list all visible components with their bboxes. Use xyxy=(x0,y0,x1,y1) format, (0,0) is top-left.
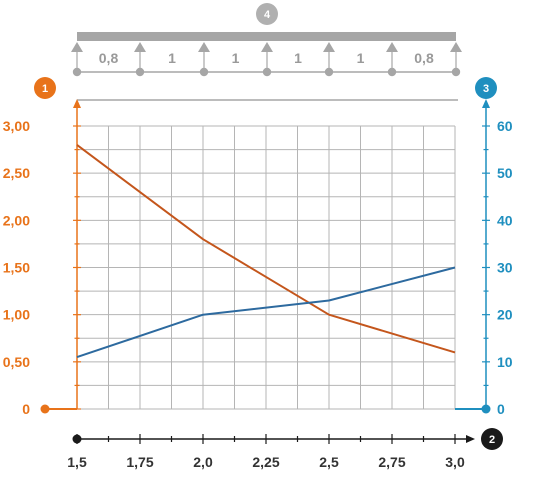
x-tick-label: 2,0 xyxy=(193,454,213,470)
span-length-label: 1 xyxy=(357,50,365,66)
x-tick-label: 1,75 xyxy=(126,454,153,470)
y-right-tick-label: 0 xyxy=(497,401,505,417)
span-length-label: 1 xyxy=(294,50,302,66)
y-left-tick-label: 2,00 xyxy=(3,212,30,228)
support-triangle xyxy=(198,42,210,52)
span-length-label: 1 xyxy=(168,50,176,66)
x-tick-label: 2,5 xyxy=(319,454,339,470)
support-triangle xyxy=(323,42,335,52)
support-node xyxy=(452,68,460,76)
support-triangle xyxy=(386,42,398,52)
support-triangle xyxy=(450,42,462,52)
beam-diagram: 0,8 1 1 1 1 0,8 xyxy=(71,32,462,100)
support-triangle xyxy=(134,42,146,52)
span-length-label: 1 xyxy=(232,50,240,66)
x-tick-label: 3,0 xyxy=(445,454,465,470)
y-right-tick-label: 30 xyxy=(497,260,513,276)
left-axis-origin-dot xyxy=(41,405,50,414)
support-node xyxy=(263,68,271,76)
badge-beam-label: 4 xyxy=(264,9,271,21)
badge-x-axis-label: 2 xyxy=(489,434,495,446)
y-left-tick-label: 1,00 xyxy=(3,307,30,323)
span-length-label: 0,8 xyxy=(99,50,119,66)
y-right-tick-label: 40 xyxy=(497,212,513,228)
badge-left-axis-label: 1 xyxy=(42,83,48,95)
beam-bar xyxy=(77,32,456,41)
y-right-tick-label: 60 xyxy=(497,118,513,134)
x-tick-label: 1,5 xyxy=(67,454,87,470)
y-left-tick-label: 1,50 xyxy=(3,260,30,276)
tick-labels: 0 0,50 1,00 1,50 2,00 2,50 3,00 0 10 20 30 40 50 60 1,… xyxy=(3,118,513,470)
x-tick-label: 2,75 xyxy=(378,454,405,470)
y-left-tick-label: 0,50 xyxy=(3,354,30,370)
plot-grid xyxy=(77,126,455,409)
y-left-tick-label: 0 xyxy=(22,401,30,417)
y-right-tick-label: 10 xyxy=(497,354,513,370)
y-left-tick-label: 2,50 xyxy=(3,165,30,181)
support-triangle xyxy=(261,42,273,52)
x-axis-arrow xyxy=(466,435,475,443)
span-length-label: 0,8 xyxy=(414,50,434,66)
support-node xyxy=(388,68,396,76)
support-node xyxy=(136,68,144,76)
badge-right-axis-label: 3 xyxy=(483,83,489,95)
support-triangle xyxy=(71,42,83,52)
support-node xyxy=(325,68,333,76)
y-right-tick-label: 50 xyxy=(497,165,513,181)
y-right-tick-label: 20 xyxy=(497,307,513,323)
support-node xyxy=(73,68,81,76)
y-left-tick-label: 3,00 xyxy=(3,118,30,134)
right-axis-arrow xyxy=(482,99,490,108)
support-node xyxy=(200,68,208,76)
x-tick-label: 2,25 xyxy=(252,454,279,470)
